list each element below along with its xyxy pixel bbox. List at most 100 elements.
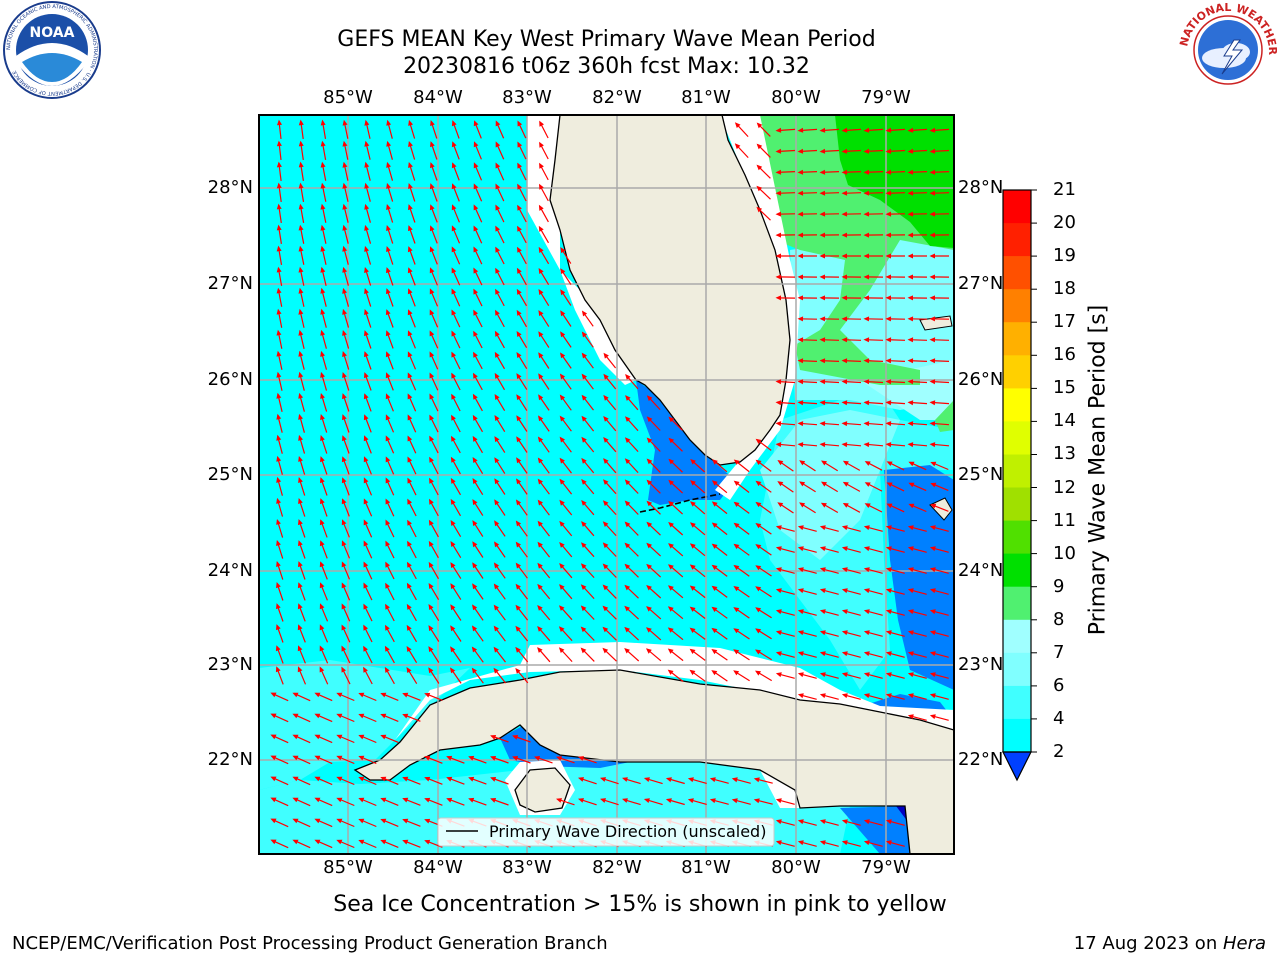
direction-arrow [364, 119, 371, 139]
axis-tick-label: 22°N [207, 749, 253, 770]
direction-arrow [298, 561, 306, 580]
direction-arrow [733, 670, 750, 682]
direction-arrow [494, 330, 505, 349]
direction-arrow [646, 627, 662, 641]
direction-arrow [385, 456, 395, 475]
direction-arrow [841, 316, 862, 322]
direction-arrow [407, 246, 416, 265]
direction-arrow [841, 672, 861, 679]
direction-arrow [863, 358, 884, 364]
direction-arrow [907, 127, 928, 133]
direction-arrow [516, 288, 528, 307]
direction-arrow [516, 331, 528, 349]
direction-arrow [407, 351, 417, 370]
direction-arrow [320, 308, 327, 328]
direction-arrow [407, 309, 416, 328]
direction-arrow [276, 203, 282, 223]
direction-arrow [733, 543, 750, 556]
direction-arrow [842, 460, 861, 471]
direction-arrow [581, 394, 594, 411]
direction-arrow [643, 798, 663, 806]
direction-arrow [473, 351, 483, 370]
direction-arrow [276, 287, 283, 307]
direction-arrow [797, 693, 817, 700]
direction-arrow [668, 564, 684, 578]
direction-arrow [907, 274, 928, 280]
direction-arrow [270, 818, 289, 828]
direction-arrow [517, 141, 527, 160]
direction-arrow [537, 436, 550, 453]
direction-arrow [270, 734, 289, 744]
colorbar-segment [1003, 223, 1031, 257]
direction-arrow [667, 669, 684, 682]
direction-arrow [406, 667, 418, 685]
direction-arrow [276, 371, 283, 391]
direction-arrow [494, 520, 506, 537]
colorbar-segment [1003, 421, 1031, 455]
direction-arrow [908, 482, 927, 492]
direction-arrow [472, 393, 483, 412]
direction-arrow [407, 477, 417, 496]
direction-arrow [602, 626, 617, 641]
direction-arrow [819, 295, 840, 301]
direction-arrow [841, 651, 861, 658]
direction-arrow [336, 755, 355, 765]
direction-arrow [342, 330, 350, 349]
direction-arrow [538, 289, 550, 307]
direction-arrow [342, 287, 350, 307]
direction-arrow [270, 755, 289, 765]
direction-arrow [472, 499, 484, 516]
direction-arrow [495, 141, 505, 160]
direction-arrow [559, 542, 573, 558]
direction-arrow [821, 481, 839, 493]
period-2-4-south-spot [840, 806, 910, 854]
direction-arrow [407, 540, 417, 559]
direction-arrow [407, 393, 417, 412]
colorbar-segment [1003, 190, 1031, 224]
direction-arrow [646, 479, 661, 494]
direction-arrow [446, 797, 465, 806]
direction-arrow [733, 501, 750, 514]
direction-arrow [819, 651, 839, 658]
direction-arrow [753, 798, 773, 805]
direction-arrow [712, 459, 728, 473]
direction-arrow [292, 776, 311, 786]
direction-arrow [886, 461, 905, 471]
direction-arrow [560, 331, 572, 348]
direction-arrow [386, 246, 394, 265]
footer-date: 17 Aug 2023 on Hera [1074, 933, 1266, 954]
direction-arrow [385, 351, 394, 370]
direction-arrow [297, 624, 306, 643]
direction-arrow [342, 414, 350, 433]
direction-arrow [907, 714, 927, 721]
direction-arrow [276, 329, 283, 349]
direction-arrow [270, 713, 289, 723]
direction-arrow [560, 289, 572, 306]
noaa-logo-text: NOAA [30, 25, 75, 41]
direction-arrow [929, 546, 949, 553]
direction-arrow [668, 437, 683, 452]
direction-arrow [386, 204, 394, 223]
direction-arrow [755, 438, 772, 451]
direction-arrow [863, 567, 883, 574]
direction-arrow [275, 645, 284, 664]
direction-arrow [863, 630, 883, 637]
direction-arrow [319, 519, 328, 538]
direction-arrow [580, 563, 595, 579]
direction-arrow [363, 666, 373, 685]
direction-arrow [384, 666, 395, 685]
direction-arrow [819, 148, 840, 154]
direction-arrow [929, 358, 950, 364]
direction-arrow [581, 457, 595, 474]
direction-arrow [450, 477, 462, 496]
sea-ice-caption: Sea Ice Concentration > 15% is shown in … [333, 892, 947, 917]
direction-arrow [512, 756, 531, 764]
direction-arrow [560, 310, 572, 327]
direction-arrow [580, 584, 595, 600]
noaa-logo: NOAA NATIONAL OCEANIC AND ATMOSPHERIC AD… [3, 1, 101, 99]
direction-arrow [276, 392, 283, 412]
direction-arrow [602, 521, 617, 537]
direction-arrow [600, 777, 619, 785]
direction-arrow [646, 585, 662, 599]
direction-arrow [797, 546, 817, 553]
